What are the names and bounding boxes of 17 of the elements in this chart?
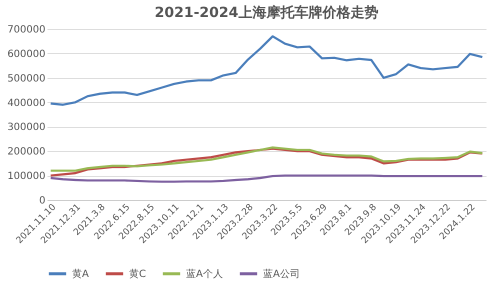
line-series [50,148,484,177]
line-series [50,35,484,106]
chart-title: 2021-2024上海摩托车牌价格走势 [154,4,378,21]
legend-label: 黄A [72,268,89,280]
y-tick-label: 200000 [7,146,46,158]
y-tick-label: 100000 [7,171,46,182]
y-tick-label: 400000 [7,98,46,109]
legend-label: 蓝A个人 [186,268,223,280]
y-tick-label: 0 [39,196,46,206]
y-tick-label: 600000 [7,48,46,60]
line-series [50,146,484,172]
line-series [50,174,484,183]
legend-label: 黄C [129,268,146,280]
y-tick-label: 300000 [7,122,46,134]
legend-label: 蓝A公司 [263,268,300,280]
y-tick-label: 500000 [7,73,46,84]
y-tick-label: 700000 [7,24,46,36]
